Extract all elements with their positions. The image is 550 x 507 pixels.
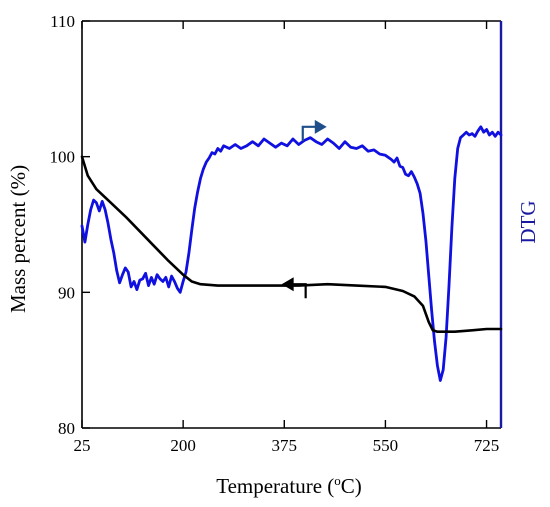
right-axis-title: DTG [516, 200, 540, 243]
arrow-head [314, 119, 327, 134]
arrow-shaft [301, 125, 317, 141]
plot-frame [81, 20, 503, 429]
annotation-layer [281, 119, 327, 299]
x-axis-title: Temperature (oC) [216, 473, 362, 498]
arrow-head [281, 277, 294, 292]
y-axis-title: Mass percent (%) [6, 165, 30, 313]
mass-axis-arrow [281, 277, 307, 299]
y-tick-label: 100 [50, 148, 76, 167]
dtg-series-line [80, 125, 503, 382]
x-tick-label: 550 [373, 436, 399, 455]
x-axis-title-tail: C) [341, 474, 362, 498]
arrow-shaft [291, 283, 307, 299]
x-tick-label: 725 [474, 436, 500, 455]
x-axis-title-sup: o [334, 473, 341, 488]
x-tick-label: 375 [272, 436, 298, 455]
x-tick-label: 25 [74, 436, 91, 455]
series-layer [80, 125, 503, 382]
y-tick-label: 90 [58, 283, 75, 302]
dtg-axis-arrow [301, 119, 327, 141]
y-tick-label: 80 [58, 419, 75, 438]
mass-series-line [80, 155, 503, 333]
x-tick-label: 200 [170, 436, 196, 455]
x-axis-title-main: Temperature ( [216, 474, 334, 498]
ticks-layer: 25 200 375 550 725 80 90 100 110 [50, 12, 500, 455]
y-tick-label: 110 [50, 12, 75, 31]
